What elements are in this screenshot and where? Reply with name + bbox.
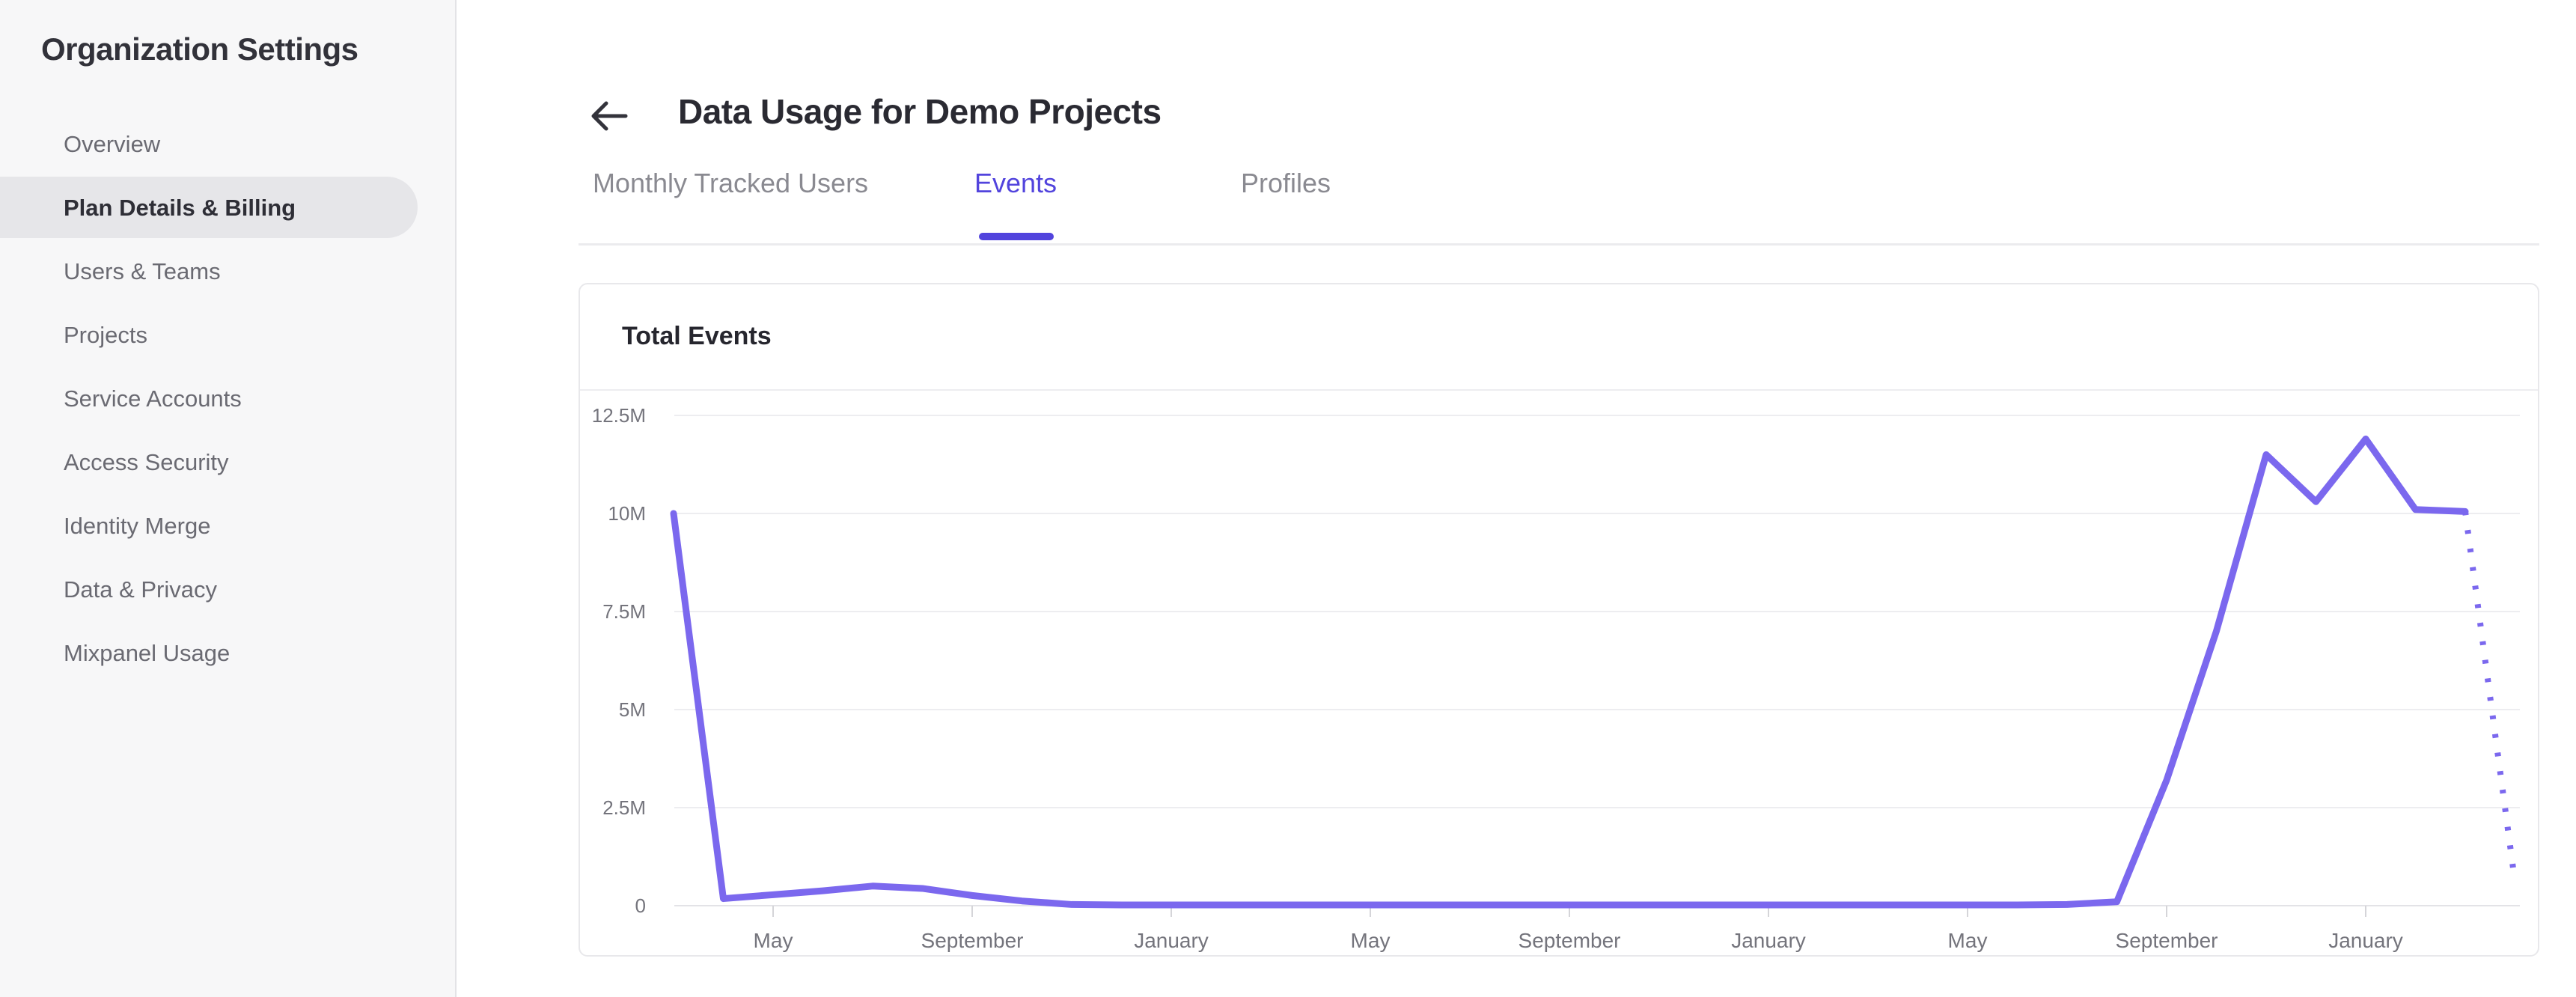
- tab-events[interactable]: Events: [974, 168, 1057, 198]
- active-tab-underline: [979, 233, 1054, 240]
- y-axis-label: 7.5M: [602, 600, 646, 623]
- x-axis-label: May: [1948, 929, 1988, 952]
- x-axis-label: May: [1351, 929, 1391, 952]
- selected-item-pill: [0, 177, 418, 238]
- x-axis-label: January: [2328, 929, 2403, 952]
- sidebar-title: Organization Settings: [41, 31, 358, 67]
- page-title: Data Usage for Demo Projects: [678, 92, 1162, 131]
- x-axis-label: September: [2116, 929, 2218, 952]
- y-axis-label: 2.5M: [602, 796, 646, 819]
- tab-bar-divider: [579, 243, 2539, 246]
- chart-title: Total Events: [622, 322, 772, 350]
- sidebar-item-plan-details-billing[interactable]: Plan Details & Billing: [0, 176, 457, 240]
- sidebar-item-users-teams[interactable]: Users & Teams: [64, 258, 221, 284]
- sidebar-item-mixpanel-usage[interactable]: Mixpanel Usage: [64, 640, 231, 666]
- x-axis-label: January: [1134, 929, 1209, 952]
- sidebar-item-service-accounts[interactable]: Service Accounts: [64, 385, 242, 412]
- sidebar-item-data-privacy[interactable]: Data & Privacy: [64, 576, 218, 603]
- y-axis-label: 0: [635, 894, 646, 917]
- sidebar-item-identity-merge[interactable]: Identity Merge: [64, 513, 211, 539]
- x-axis-label: May: [754, 929, 793, 952]
- tab-monthly-tracked-users[interactable]: Monthly Tracked Users: [592, 168, 869, 198]
- events-chart: 0 2.5M 5M 7.5M 10M 12.5M May September January Ma…: [592, 404, 2520, 952]
- y-axis-label: 10M: [608, 502, 646, 525]
- x-axis-label: January: [1731, 929, 1806, 952]
- sidebar-item-overview[interactable]: Overview: [64, 131, 161, 157]
- x-axis-label: September: [1519, 929, 1621, 952]
- x-axis-label: September: [921, 929, 1024, 952]
- sidebar-item-access-security[interactable]: Access Security: [64, 449, 229, 475]
- organization-settings-sidebar: Organization Settings Overview Plan Deta…: [0, 0, 457, 997]
- sidebar-nav: Overview Plan Details & Billing Users & …: [0, 112, 457, 685]
- chart-line-total-events: [670, 435, 2469, 909]
- y-axis-label: 5M: [619, 698, 646, 721]
- card-header-divider: [580, 389, 2538, 391]
- tab-profiles[interactable]: Profiles: [1240, 168, 1331, 198]
- back-button[interactable]: [588, 97, 629, 135]
- total-events-card: Total Events 0 2.5M 5M 7.5M 10M 12.5M May Septe…: [579, 283, 2539, 957]
- sidebar-item-projects[interactable]: Projects: [64, 322, 147, 348]
- arrow-left-icon: [588, 101, 629, 137]
- y-axis-label: 12.5M: [592, 404, 646, 427]
- chart-line-projected-dotted: [2462, 510, 2518, 883]
